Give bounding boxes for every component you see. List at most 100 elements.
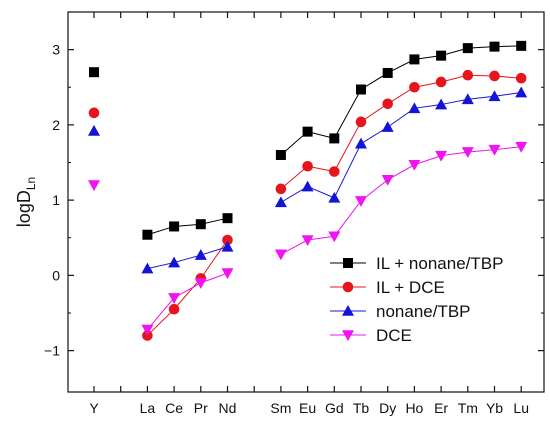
data-point-2-Yb (488, 90, 501, 102)
data-point-3-Yb (488, 144, 501, 156)
data-point-2-Tb (355, 137, 367, 149)
data-point-1-Yb (489, 70, 500, 82)
data-point-0-Ce (169, 221, 180, 232)
y-tick-label: 1 (52, 192, 60, 208)
x-tick-label: Y (89, 400, 99, 416)
data-point-0-Er (436, 50, 447, 61)
data-point-2-Pr (194, 249, 207, 260)
x-tick-label: Ho (405, 400, 423, 416)
data-point-3-Gd (328, 231, 341, 243)
data-point-3-Eu (301, 235, 314, 246)
x-tick-label: Sm (270, 400, 291, 416)
data-point-0-Sm (275, 149, 286, 160)
data-point-3-Nd (221, 268, 234, 280)
data-point-3-Lu (515, 141, 528, 153)
data-point-2-Er (435, 98, 448, 110)
y-tick-label: 2 (52, 117, 60, 133)
legend-label-2: nonane/TBP (376, 302, 471, 321)
data-point-1-Ce (168, 303, 180, 315)
y-axis-ticks: −1 0 1 2 3 (44, 42, 544, 359)
data-point-3-La (141, 324, 154, 336)
data-point-2-Gd (328, 191, 341, 203)
data-point-1-La (142, 330, 153, 341)
x-axis-ticks: Y La Ce Pr Nd Sm Eu Gd Tb Dy Ho Er Tm Yb Lu (89, 12, 529, 416)
data-point-2-Dy (381, 121, 394, 132)
series-line-0 (280, 45, 522, 156)
series-line-2 (280, 92, 522, 203)
data-point-3-Pr (194, 278, 207, 289)
data-point-0-Eu (302, 126, 313, 137)
data-point-2-La (141, 262, 154, 274)
y-tick-label: −1 (44, 343, 60, 359)
y-tick-label: 0 (52, 267, 60, 283)
y-axis-title: logDLn (14, 177, 38, 227)
data-point-3-Er (435, 150, 448, 162)
y-axis-title-subscript: Ln (24, 177, 38, 190)
data-point-1-Nd (222, 234, 233, 246)
data-point-3-Tm (461, 147, 474, 158)
series-lines (147, 45, 522, 336)
data-point-0-Pr (195, 219, 206, 230)
data-point-0-Tm (462, 43, 473, 54)
data-point-2-Nd (221, 240, 234, 252)
series-line-1 (147, 239, 228, 336)
x-tick-label: Tm (458, 400, 478, 416)
series-line-0 (147, 217, 228, 236)
data-point-3-Ho (408, 159, 421, 171)
x-tick-label: La (140, 400, 156, 416)
series-line-1 (280, 74, 522, 190)
data-point-0-Ho (409, 54, 420, 65)
data-point-2-Ce (168, 256, 181, 268)
data-point-1-Lu (515, 72, 527, 84)
data-point-3-Ce (168, 293, 181, 304)
x-tick-label: Pr (194, 400, 208, 416)
legend-marker-3 (342, 330, 354, 341)
x-tick-label: Eu (299, 400, 316, 416)
legend-label-3: DCE (376, 326, 412, 345)
x-tick-label: Yb (486, 400, 503, 416)
data-point-3-Dy (381, 175, 394, 186)
x-tick-label: Ce (165, 400, 183, 416)
data-point-0-La (142, 229, 153, 240)
data-point-3-Y (88, 180, 100, 192)
data-point-0-Gd (329, 133, 340, 144)
data-point-0-Yb (489, 41, 500, 52)
series-line-3 (280, 146, 522, 255)
legend-marker-1 (342, 281, 354, 293)
data-point-2-Sm (274, 196, 287, 208)
data-point-1-Ho (409, 81, 420, 93)
x-tick-label: Er (434, 400, 448, 416)
legend-label-0: IL + nonane/TBP (376, 254, 503, 273)
plot-border (67, 11, 545, 393)
series-line-3 (147, 272, 228, 330)
data-point-2-Tm (461, 93, 474, 105)
data-point-0-Nd (222, 213, 233, 224)
y-axis-title-main: logD (14, 190, 34, 227)
data-point-2-Y (88, 124, 100, 136)
data-point-1-Y (88, 107, 100, 119)
data-point-3-Tb (355, 196, 367, 207)
legend-marker-2 (342, 305, 354, 316)
series-points (88, 40, 528, 341)
data-point-2-Eu (301, 180, 314, 192)
data-point-0-Lu (516, 40, 527, 51)
x-tick-label: Nd (219, 400, 237, 416)
plot-frame (67, 11, 545, 393)
legend: IL + nonane/TBP IL + DCE nonane/TBP DCE (330, 254, 503, 345)
x-tick-label: Dy (379, 400, 396, 416)
data-point-0-Dy (382, 67, 393, 78)
legend-marker-0 (343, 258, 353, 268)
data-point-0-Y (89, 67, 99, 78)
x-tick-label: Lu (513, 400, 529, 416)
data-point-1-Er (435, 76, 447, 88)
data-point-1-Eu (302, 160, 313, 172)
data-point-1-Sm (275, 183, 287, 195)
data-point-2-Ho (408, 102, 421, 114)
series-line-2 (147, 246, 228, 270)
y-tick-label: 3 (52, 42, 60, 58)
x-tick-label: Gd (325, 400, 344, 416)
data-point-1-Dy (382, 98, 394, 110)
data-point-1-Tm (462, 69, 474, 81)
